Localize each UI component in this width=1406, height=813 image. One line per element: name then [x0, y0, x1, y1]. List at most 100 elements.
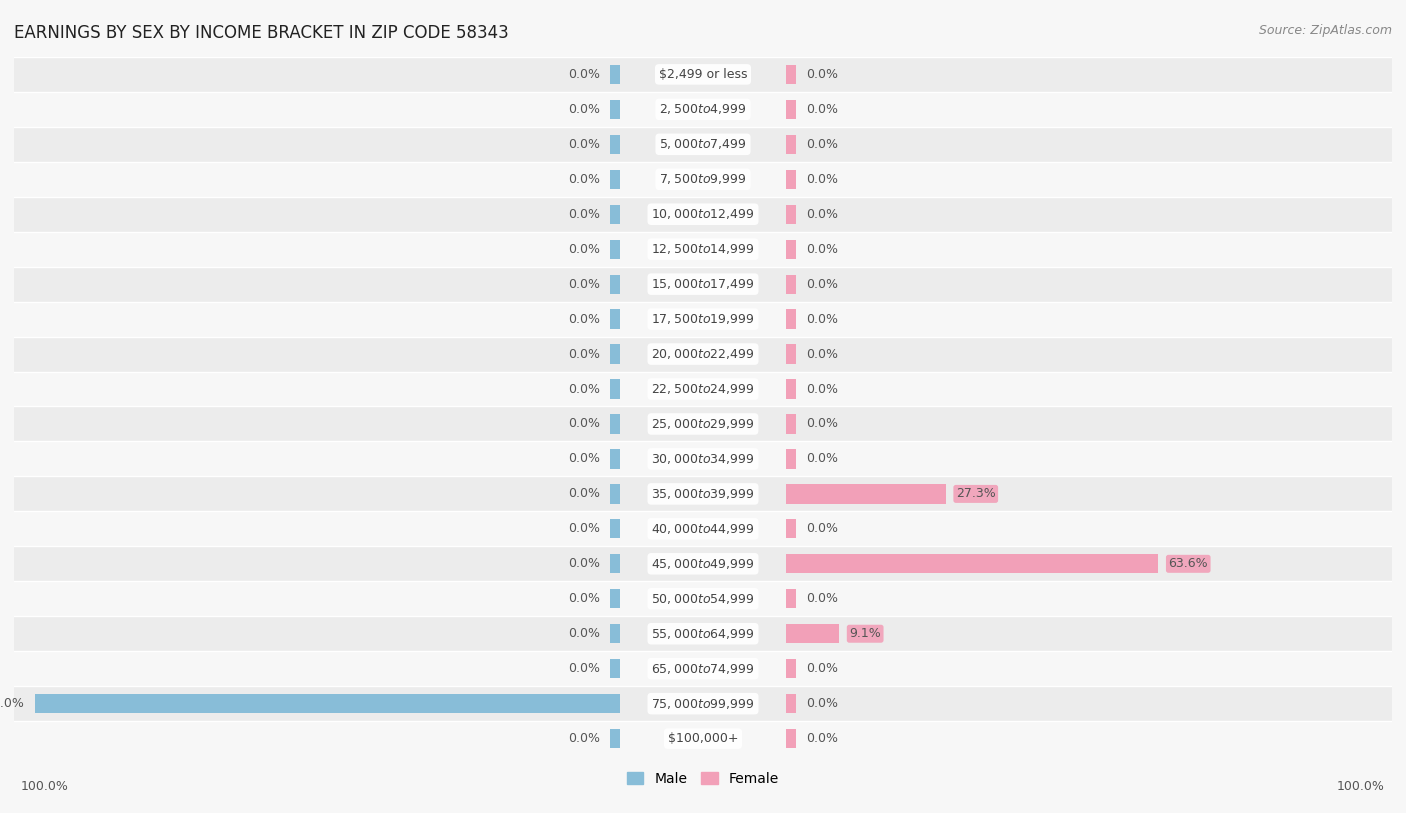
Bar — [14, 302, 1392, 337]
Bar — [14, 267, 1392, 302]
Bar — [610, 485, 620, 503]
Bar — [610, 100, 620, 119]
Text: $7,500 to $9,999: $7,500 to $9,999 — [659, 172, 747, 186]
Bar — [14, 92, 1392, 127]
Bar — [14, 511, 1392, 546]
Text: 0.0%: 0.0% — [568, 348, 599, 360]
Text: 0.0%: 0.0% — [807, 173, 838, 185]
Text: $45,000 to $49,999: $45,000 to $49,999 — [651, 557, 755, 571]
Bar — [610, 520, 620, 538]
Text: 0.0%: 0.0% — [568, 103, 599, 115]
Bar — [14, 406, 1392, 441]
Text: 0.0%: 0.0% — [568, 138, 599, 150]
Text: $65,000 to $74,999: $65,000 to $74,999 — [651, 662, 755, 676]
Bar — [610, 65, 620, 84]
Text: 0.0%: 0.0% — [807, 383, 838, 395]
Bar — [610, 170, 620, 189]
Text: 0.0%: 0.0% — [568, 278, 599, 290]
Text: $5,000 to $7,499: $5,000 to $7,499 — [659, 137, 747, 151]
Text: $22,500 to $24,999: $22,500 to $24,999 — [651, 382, 755, 396]
Bar — [610, 135, 620, 154]
Bar — [610, 240, 620, 259]
Text: 0.0%: 0.0% — [568, 663, 599, 675]
Bar — [610, 589, 620, 608]
Text: 0.0%: 0.0% — [568, 208, 599, 220]
Bar — [14, 232, 1392, 267]
Bar — [610, 624, 620, 643]
Text: 63.6%: 63.6% — [1168, 558, 1208, 570]
Text: 0.0%: 0.0% — [568, 523, 599, 535]
Bar — [786, 310, 796, 328]
Legend: Male, Female: Male, Female — [621, 766, 785, 791]
Text: 100.0%: 100.0% — [1337, 780, 1385, 793]
Bar — [786, 485, 946, 503]
Text: $30,000 to $34,999: $30,000 to $34,999 — [651, 452, 755, 466]
Text: 0.0%: 0.0% — [568, 453, 599, 465]
Text: 0.0%: 0.0% — [568, 488, 599, 500]
Text: $2,500 to $4,999: $2,500 to $4,999 — [659, 102, 747, 116]
Bar — [14, 197, 1392, 232]
Bar — [786, 520, 796, 538]
Text: 0.0%: 0.0% — [807, 278, 838, 290]
Bar — [610, 205, 620, 224]
Text: 0.0%: 0.0% — [807, 733, 838, 745]
Bar — [786, 170, 796, 189]
Text: 0.0%: 0.0% — [568, 68, 599, 80]
Text: $12,500 to $14,999: $12,500 to $14,999 — [651, 242, 755, 256]
Text: $17,500 to $19,999: $17,500 to $19,999 — [651, 312, 755, 326]
Bar — [786, 135, 796, 154]
Bar — [610, 345, 620, 363]
Bar — [786, 380, 796, 398]
Bar — [14, 372, 1392, 406]
Bar — [14, 476, 1392, 511]
Bar — [14, 616, 1392, 651]
Text: 0.0%: 0.0% — [568, 173, 599, 185]
Bar — [610, 310, 620, 328]
Text: $35,000 to $39,999: $35,000 to $39,999 — [651, 487, 755, 501]
Bar — [14, 127, 1392, 162]
Bar — [14, 546, 1392, 581]
Text: Source: ZipAtlas.com: Source: ZipAtlas.com — [1258, 24, 1392, 37]
Text: EARNINGS BY SEX BY INCOME BRACKET IN ZIP CODE 58343: EARNINGS BY SEX BY INCOME BRACKET IN ZIP… — [14, 24, 509, 42]
Text: $55,000 to $64,999: $55,000 to $64,999 — [651, 627, 755, 641]
Text: 0.0%: 0.0% — [807, 68, 838, 80]
Text: 0.0%: 0.0% — [568, 383, 599, 395]
Text: 0.0%: 0.0% — [807, 593, 838, 605]
Bar — [786, 205, 796, 224]
Text: $50,000 to $54,999: $50,000 to $54,999 — [651, 592, 755, 606]
Text: 100.0%: 100.0% — [0, 698, 24, 710]
Bar — [14, 57, 1392, 92]
Bar — [610, 275, 620, 293]
Text: 0.0%: 0.0% — [807, 453, 838, 465]
Bar — [786, 240, 796, 259]
Bar — [786, 624, 839, 643]
Bar — [786, 694, 796, 713]
Bar — [786, 65, 796, 84]
Bar — [786, 275, 796, 293]
Text: $2,499 or less: $2,499 or less — [659, 68, 747, 80]
Text: $15,000 to $17,499: $15,000 to $17,499 — [651, 277, 755, 291]
Text: 0.0%: 0.0% — [568, 243, 599, 255]
Bar — [14, 441, 1392, 476]
Bar — [786, 415, 796, 433]
Text: 0.0%: 0.0% — [568, 418, 599, 430]
Text: $20,000 to $22,499: $20,000 to $22,499 — [651, 347, 755, 361]
Bar — [610, 380, 620, 398]
Text: 9.1%: 9.1% — [849, 628, 882, 640]
Text: $40,000 to $44,999: $40,000 to $44,999 — [651, 522, 755, 536]
Bar — [786, 659, 796, 678]
Bar — [786, 729, 796, 748]
Text: 0.0%: 0.0% — [807, 698, 838, 710]
Text: 0.0%: 0.0% — [807, 243, 838, 255]
Text: 0.0%: 0.0% — [807, 418, 838, 430]
Text: 27.3%: 27.3% — [956, 488, 995, 500]
Text: 0.0%: 0.0% — [807, 138, 838, 150]
Text: 0.0%: 0.0% — [568, 313, 599, 325]
Text: $25,000 to $29,999: $25,000 to $29,999 — [651, 417, 755, 431]
Text: 100.0%: 100.0% — [21, 780, 69, 793]
Bar — [14, 651, 1392, 686]
Bar — [610, 415, 620, 433]
Text: $100,000+: $100,000+ — [668, 733, 738, 745]
Text: 0.0%: 0.0% — [807, 663, 838, 675]
Text: 0.0%: 0.0% — [807, 348, 838, 360]
